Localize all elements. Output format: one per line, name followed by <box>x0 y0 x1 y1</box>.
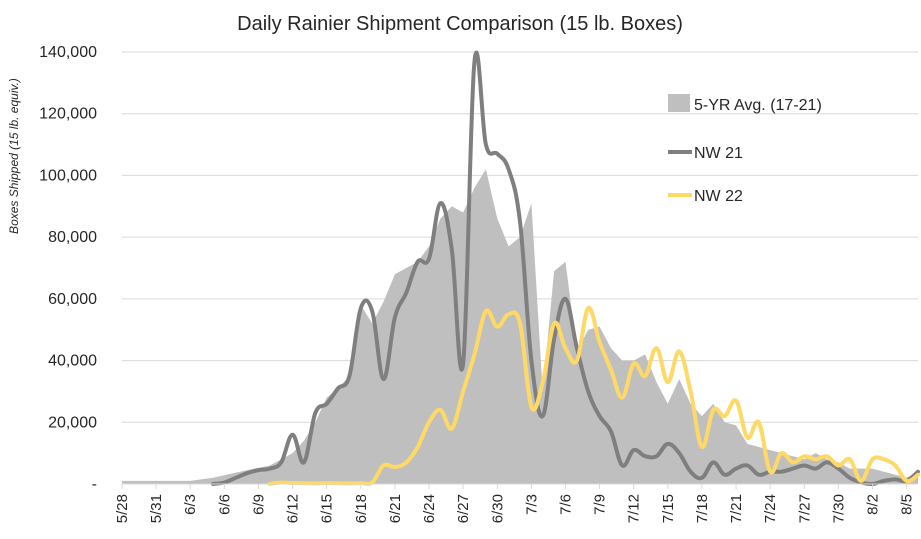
x-tick-label: 6/6 <box>216 494 233 515</box>
x-axis-ticks: 5/28 5/31 6/3 6/6 6/9 6/12 6/15 6/18 6/21 6/24 6/2… <box>114 484 916 523</box>
x-tick-label: 7/24 <box>762 494 779 523</box>
y-tick-label: 120,000 <box>39 106 97 123</box>
series-layer <box>122 50 920 487</box>
x-tick-label: 6/30 <box>489 494 506 523</box>
x-tick-label: 6/9 <box>251 494 268 515</box>
y-tick-label: - <box>92 476 97 493</box>
x-tick-label: 6/21 <box>387 494 404 523</box>
y-tick-label: 140,000 <box>39 44 97 61</box>
y-tick-label: 60,000 <box>48 291 97 308</box>
y-tick-label: 80,000 <box>48 229 97 246</box>
y-tick-label: 100,000 <box>39 167 97 184</box>
x-tick-label: 7/3 <box>523 494 540 515</box>
legend-label: 5-YR Avg. (17-21) <box>694 97 822 114</box>
chart-title: Daily Rainier Shipment Comparison (15 lb… <box>237 13 683 35</box>
x-tick-label: 7/9 <box>592 494 609 515</box>
x-tick-label: 7/27 <box>796 494 813 523</box>
x-tick-label: 5/28 <box>114 494 131 523</box>
x-tick-label: 6/18 <box>353 494 370 523</box>
x-tick-label: 7/30 <box>830 494 847 523</box>
x-tick-label: 7/21 <box>728 494 745 523</box>
x-tick-label: 7/15 <box>660 494 677 523</box>
series-line-nw-21 <box>211 50 920 487</box>
x-tick-label: 7/12 <box>626 494 643 523</box>
legend-label: NW 21 <box>694 145 743 162</box>
x-tick-label: 8/5 <box>899 494 916 515</box>
legend-label: NW 22 <box>694 188 743 205</box>
x-tick-label: 6/15 <box>319 494 336 523</box>
y-tick-label: 40,000 <box>48 353 97 370</box>
legend: 5-YR Avg. (17-21) NW 21 NW 22 <box>668 94 822 205</box>
y-axis-label: Boxes Shipped (15 lb. equiv.) <box>7 78 21 234</box>
y-axis-ticks: - 20,000 40,000 60,000 80,000 100,000 120,000 1… <box>39 44 97 493</box>
x-tick-label: 7/6 <box>558 494 575 515</box>
x-tick-label: 6/27 <box>455 494 472 523</box>
x-tick-label: 7/18 <box>694 494 711 523</box>
y-tick-label: 20,000 <box>48 414 97 431</box>
x-tick-label: 6/3 <box>182 494 199 515</box>
x-tick-label: 8/2 <box>865 494 882 515</box>
x-tick-label: 6/12 <box>285 494 302 523</box>
x-tick-label: 5/31 <box>148 494 165 523</box>
series-line-nw-22 <box>267 306 920 486</box>
x-tick-label: 6/24 <box>421 494 438 523</box>
legend-swatch <box>668 94 690 112</box>
